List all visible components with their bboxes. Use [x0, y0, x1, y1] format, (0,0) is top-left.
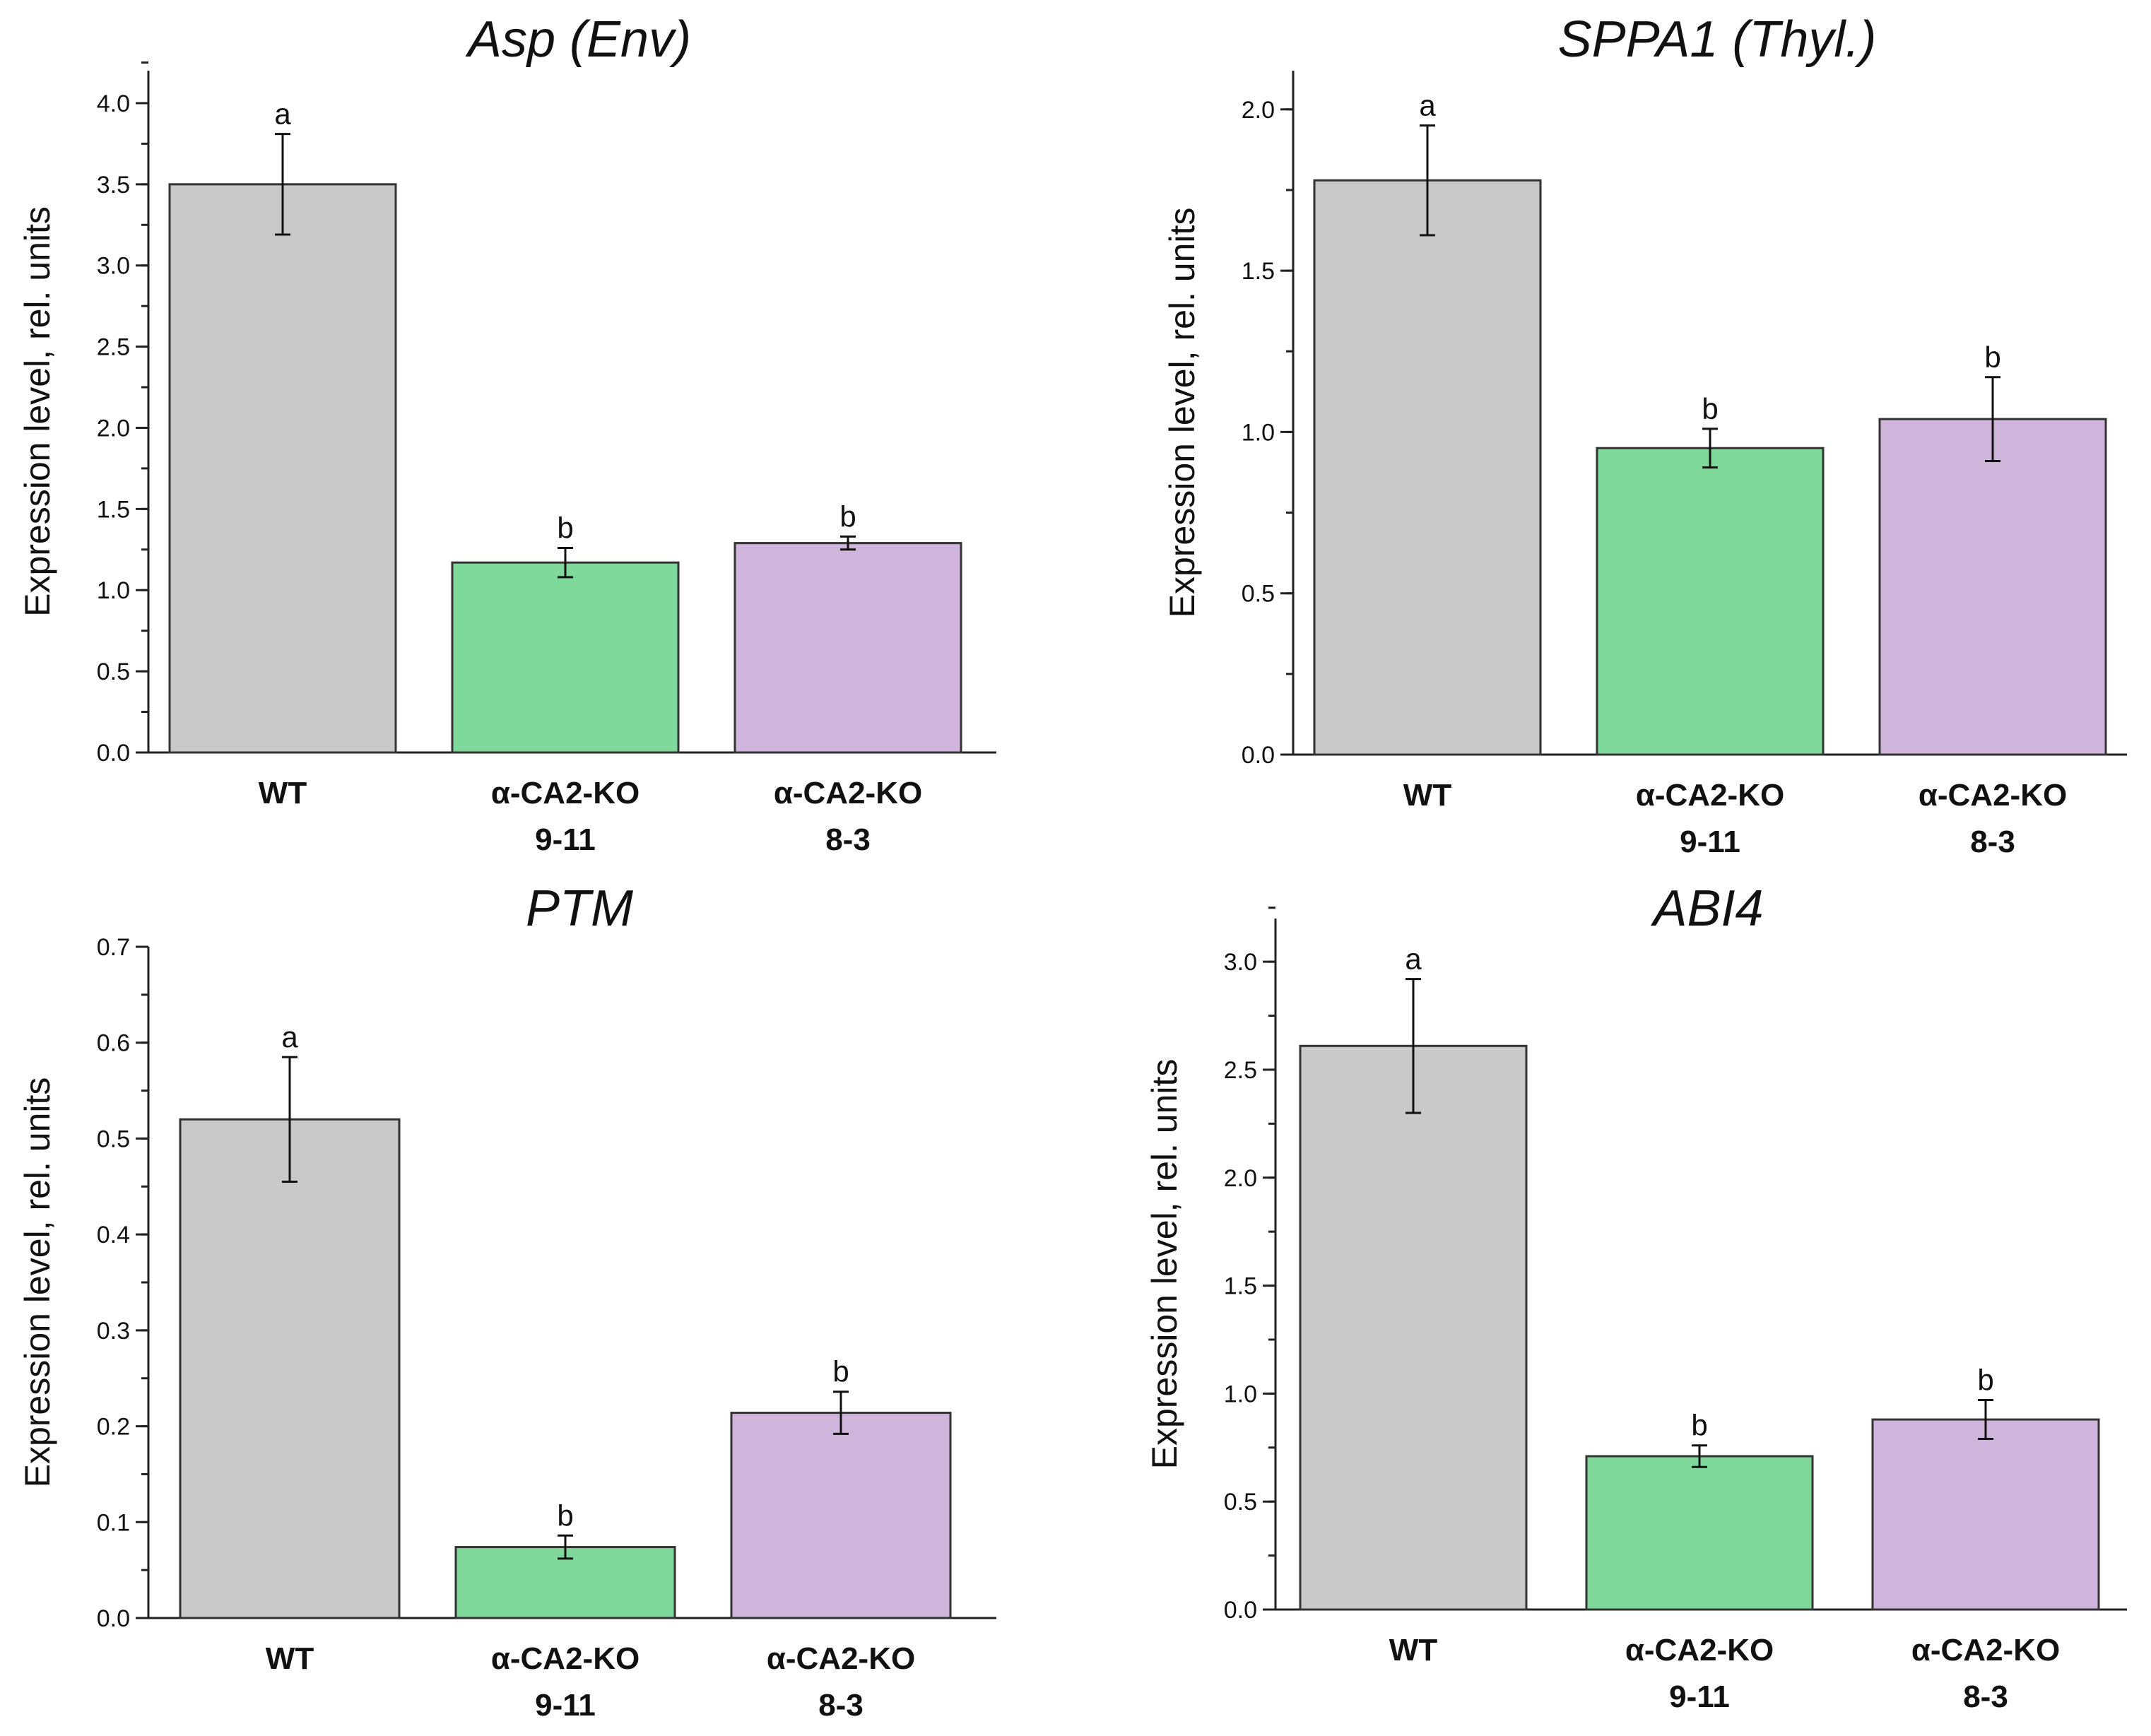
y-axis-label: Expression level, rel. units: [18, 206, 57, 617]
y-tick-label: 0.0: [1224, 1597, 1257, 1624]
x-category-sublabel: 8-3: [1970, 825, 2015, 859]
y-tick-label: 0.5: [1242, 581, 1275, 608]
bar-1: [1299, 1044, 1528, 1611]
x-category-label: WT: [1389, 1633, 1438, 1667]
x-category-sublabel: 9-11: [1680, 825, 1740, 859]
y-tick-label: 2.0: [1224, 1165, 1257, 1192]
x-category-label: α-CA2-KO: [491, 1641, 640, 1676]
bar-3: [733, 542, 962, 754]
significance-letter: b: [557, 512, 573, 545]
significance-letter: a: [281, 1020, 298, 1053]
y-tick-label: 2.5: [1224, 1057, 1257, 1084]
x-category-label: α-CA2-KO: [1919, 778, 2067, 813]
chart-title: ABI4: [1650, 880, 1763, 937]
y-tick-label: 1.0: [97, 577, 130, 604]
y-tick-label: 2.5: [97, 334, 130, 361]
x-category-sublabel: 9-11: [535, 822, 596, 857]
chart-panel-abi4: ABI4 Expression level, rel. units 0.0 0.5 1.…: [1145, 880, 2127, 1714]
x-category-label: α-CA2-KO: [1625, 1633, 1774, 1667]
y-tick-label: 0.5: [97, 1126, 130, 1152]
chart-title: SPPA1 (Thyl.): [1558, 11, 1877, 68]
y-tick-label: 0.5: [1224, 1489, 1257, 1516]
x-category-sublabel: 8-3: [1963, 1679, 2008, 1714]
y-tick-label: 3.0: [1224, 949, 1257, 976]
significance-letter: b: [1691, 1409, 1707, 1442]
y-tick-label: 1.5: [1224, 1273, 1257, 1300]
y-tick-label: 3.5: [97, 172, 130, 199]
bar-1: [1313, 179, 1542, 756]
y-axis-label: Expression level, rel. units: [1145, 1059, 1184, 1470]
significance-letter: b: [1977, 1364, 1993, 1397]
bar-3: [1871, 1418, 2100, 1611]
y-tick-label: 1.0: [1224, 1381, 1257, 1407]
x-category-label: α-CA2-KO: [1911, 1633, 2060, 1667]
chart-panel-asp: Asp (Env) Expression level, rel. units 0.0…: [18, 11, 996, 857]
y-tick-label: 2.0: [1242, 97, 1275, 124]
y-tick-label: 0.1: [97, 1509, 130, 1536]
y-tick-label: 0.5: [97, 659, 130, 685]
significance-letter: a: [1405, 943, 1422, 976]
significance-letter: a: [1419, 89, 1436, 122]
y-tick-label: 0.3: [97, 1318, 130, 1345]
y-axis-label: Expression level, rel. units: [1162, 208, 1202, 618]
y-tick-label: 0.4: [97, 1222, 130, 1248]
y-tick-label: 1.5: [1242, 258, 1275, 285]
bar-1: [179, 1118, 401, 1619]
x-category-label: WT: [259, 776, 307, 810]
significance-letter: b: [839, 500, 856, 533]
chart-panel-ptm: PTM Expression level, rel. units 0.0 0.1 0.2…: [18, 880, 996, 1723]
y-tick-label: 1.5: [97, 496, 130, 523]
y-tick-label: 0.7: [97, 934, 130, 961]
y-tick-label: 0.2: [97, 1414, 130, 1441]
x-category-sublabel: 8-3: [825, 822, 871, 857]
y-axis-label: Expression level, rel. units: [18, 1077, 57, 1488]
chart-title: PTM: [526, 880, 633, 937]
chart-title: Asp (Env): [465, 11, 691, 68]
x-category-label: α-CA2-KO: [767, 1641, 915, 1676]
y-tick-label: 3.0: [97, 253, 130, 280]
bar-2: [1596, 447, 1825, 756]
bar-1: [168, 183, 397, 754]
y-tick-label: 0.0: [97, 1605, 130, 1632]
y-tick-label: 1.0: [1242, 419, 1275, 446]
x-category-sublabel: 8-3: [818, 1688, 864, 1723]
x-category-label: WT: [1403, 778, 1452, 813]
y-tick-label: 4.0: [97, 90, 130, 117]
significance-letter: a: [274, 98, 291, 131]
y-tick-label: 0.0: [97, 740, 130, 767]
significance-letter: b: [557, 1499, 573, 1532]
significance-letter: b: [832, 1355, 849, 1388]
significance-letter: b: [1702, 392, 1718, 425]
x-category-sublabel: 9-11: [1669, 1679, 1730, 1714]
bar-3: [1878, 418, 2107, 756]
chart-panel-sppa1: SPPA1 (Thyl.) Expression level, rel. unit…: [1162, 11, 2127, 859]
x-category-sublabel: 9-11: [535, 1688, 596, 1723]
y-tick-label: 0.6: [97, 1030, 130, 1057]
bar-2: [1585, 1455, 1814, 1611]
significance-letter: b: [1984, 341, 2000, 374]
x-category-label: α-CA2-KO: [1636, 778, 1784, 813]
bar-3: [730, 1412, 952, 1619]
y-tick-label: 0.0: [1242, 742, 1275, 769]
x-category-label: α-CA2-KO: [491, 776, 640, 810]
y-tick-label: 2.0: [97, 415, 130, 442]
x-category-label: α-CA2-KO: [774, 776, 922, 810]
bar-2: [451, 561, 680, 754]
x-category-label: WT: [266, 1641, 314, 1676]
